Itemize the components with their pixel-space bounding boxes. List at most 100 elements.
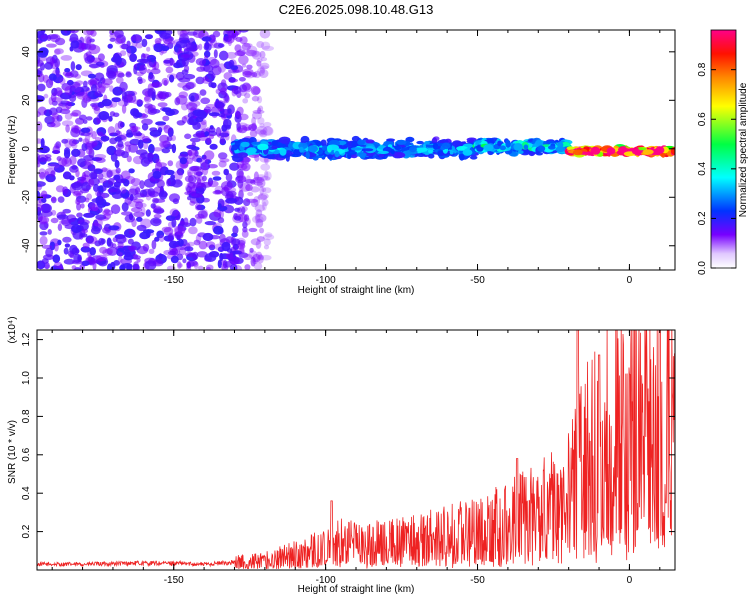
heatmap-cell bbox=[202, 76, 209, 81]
heatmap-cell bbox=[164, 169, 175, 176]
heatmap-cell bbox=[351, 135, 360, 142]
heatmap-cell bbox=[113, 260, 120, 266]
heatmap-cell bbox=[79, 188, 90, 194]
heatmap-cell bbox=[101, 167, 108, 172]
heatmap-cell bbox=[225, 252, 234, 259]
heatmap-cell bbox=[152, 153, 160, 164]
heatmap-cell bbox=[175, 40, 188, 49]
heatmap-cell bbox=[72, 191, 82, 197]
heatmap-cell bbox=[254, 213, 261, 223]
heatmap-cell bbox=[215, 126, 222, 137]
heatmap-cell bbox=[116, 247, 125, 257]
heatmap-cell bbox=[86, 96, 92, 102]
heatmap-cell bbox=[113, 112, 120, 118]
heatmap-cell bbox=[85, 116, 93, 121]
colorbar-tick-label: 0.0 bbox=[697, 261, 708, 275]
heatmap-cell bbox=[254, 204, 265, 212]
heatmap-cell bbox=[187, 169, 194, 177]
heatmap-cell bbox=[121, 43, 129, 50]
heatmap-cell bbox=[128, 168, 135, 174]
heatmap-cell bbox=[114, 30, 124, 39]
heatmap-cell bbox=[258, 130, 268, 137]
heatmap-cell bbox=[256, 95, 263, 104]
heatmap-cell bbox=[126, 196, 138, 201]
heatmap-cell bbox=[66, 30, 71, 35]
heatmap-cell bbox=[47, 229, 52, 235]
heatmap-cell bbox=[108, 115, 113, 122]
heatmap-cell bbox=[121, 104, 127, 114]
heatmap-cell bbox=[46, 35, 52, 41]
heatmap-cell bbox=[149, 127, 158, 132]
heatmap-cell bbox=[346, 150, 357, 155]
heatmap-cell bbox=[76, 212, 83, 218]
heatmap-cell bbox=[250, 186, 260, 193]
snr-x-tick-label: -50 bbox=[470, 575, 485, 586]
heatmap-cell bbox=[169, 57, 174, 66]
heatmap-cell bbox=[238, 54, 249, 65]
snr-y-tick-label: 0.4 bbox=[21, 486, 32, 500]
heatmap-cell bbox=[84, 197, 90, 203]
heatmap-cell bbox=[244, 264, 251, 270]
heatmap-cell bbox=[135, 149, 148, 156]
heatmap-cell bbox=[255, 251, 263, 260]
heatmap-cell bbox=[84, 56, 94, 64]
heatmap-cell bbox=[257, 254, 264, 264]
heatmap-cell bbox=[337, 149, 346, 153]
heatmap-cell bbox=[260, 163, 271, 171]
heatmap-cell bbox=[55, 37, 66, 46]
heatmap-cell bbox=[246, 64, 253, 70]
heatmap-cell bbox=[217, 259, 222, 269]
snr-y-tick-label: 0.6 bbox=[21, 447, 32, 461]
heatmap-cell bbox=[170, 135, 176, 142]
heatmap-cell bbox=[166, 178, 172, 187]
heatmap-cell bbox=[107, 263, 113, 270]
heatmap-cell bbox=[221, 241, 231, 252]
heatmap-cell bbox=[38, 216, 50, 224]
heatmap-cell bbox=[261, 187, 267, 193]
heatmap-cell bbox=[218, 160, 227, 168]
heatmap-cell bbox=[219, 252, 224, 262]
spectrogram-y-tick-label: -40 bbox=[21, 238, 32, 253]
heatmap-cell bbox=[141, 38, 148, 48]
heatmap-cell bbox=[84, 159, 94, 166]
heatmap-cell bbox=[208, 134, 215, 140]
heatmap-cell bbox=[115, 55, 122, 66]
heatmap-cell bbox=[54, 48, 61, 55]
heatmap-cell bbox=[513, 143, 523, 151]
heatmap-cell bbox=[41, 210, 53, 217]
heatmap-cell bbox=[195, 76, 205, 85]
heatmap-cell bbox=[339, 145, 348, 150]
heatmap-cell bbox=[152, 197, 159, 204]
heatmap-cell bbox=[140, 157, 151, 167]
heatmap-cell bbox=[211, 170, 221, 176]
heatmap-cell bbox=[416, 153, 426, 158]
heatmap-cell bbox=[189, 137, 201, 143]
heatmap-cell bbox=[75, 80, 84, 85]
heatmap-cell bbox=[126, 129, 133, 136]
heatmap-cell bbox=[107, 126, 116, 135]
heatmap-cell bbox=[212, 30, 221, 38]
heatmap-cell bbox=[207, 164, 218, 169]
heatmap-cell bbox=[191, 141, 196, 147]
heatmap-cell bbox=[62, 208, 71, 214]
colorbar-label: Normalized spectral amplitude bbox=[738, 82, 749, 217]
heatmap-cell bbox=[462, 149, 473, 156]
heatmap-cell bbox=[167, 234, 174, 242]
heatmap-cell bbox=[620, 146, 627, 154]
heatmap-cell bbox=[259, 123, 265, 128]
heatmap-cell bbox=[232, 225, 239, 235]
heatmap-cell bbox=[237, 152, 248, 158]
heatmap-cell bbox=[63, 247, 69, 255]
heatmap-cell bbox=[260, 57, 268, 62]
heatmap-cell bbox=[65, 101, 72, 110]
heatmap-cell bbox=[229, 162, 240, 171]
heatmap-cell bbox=[50, 92, 57, 103]
heatmap-cell bbox=[85, 236, 98, 245]
heatmap-cell bbox=[88, 63, 101, 68]
heatmap-cell bbox=[138, 202, 147, 208]
heatmap-cell bbox=[171, 218, 177, 228]
heatmap-cell bbox=[63, 258, 75, 265]
spectrogram-x-label: Height of straight line (km) bbox=[298, 285, 415, 296]
heatmap-cell bbox=[104, 248, 114, 255]
